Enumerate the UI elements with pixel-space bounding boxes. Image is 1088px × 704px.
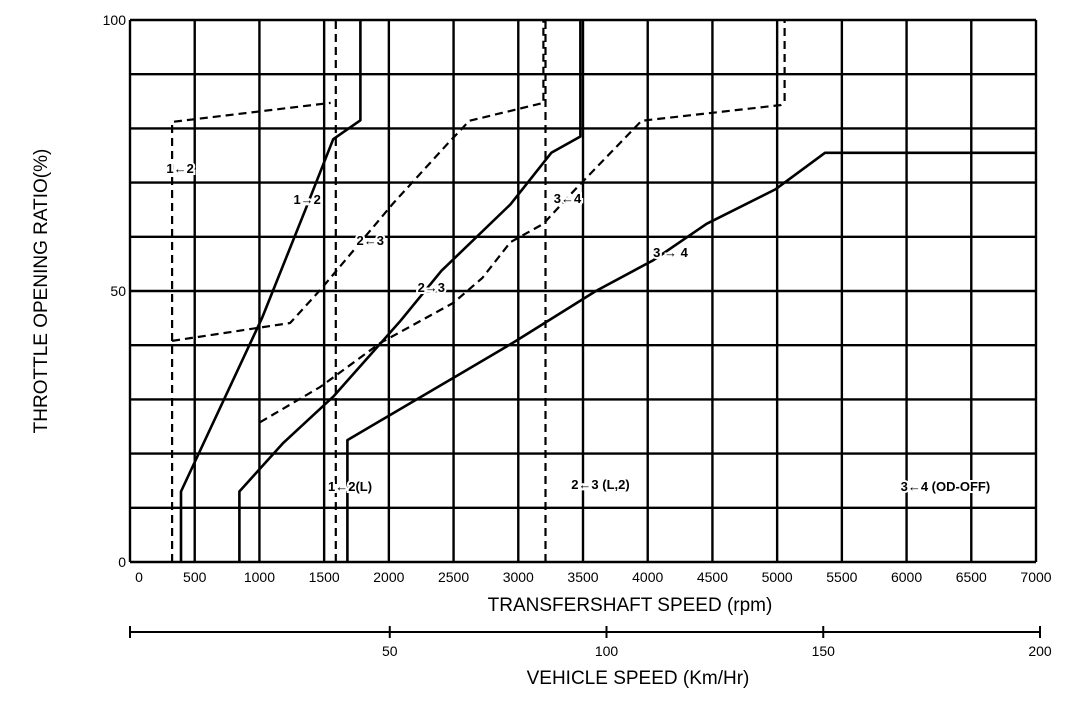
- series-line: [171, 101, 331, 562]
- annotation-label: 3 → 4: [653, 245, 688, 260]
- x-tick-label: 2000: [373, 569, 404, 585]
- x-tick-label: 4500: [697, 569, 728, 585]
- y-tick-label: 100: [103, 12, 127, 28]
- vehicle-speed-tick-label: 50: [382, 643, 398, 659]
- annotation-label: 2←3 (L,2): [571, 477, 630, 492]
- vehicle-speed-tick-label: 100: [595, 643, 619, 659]
- x-tick-label: 0: [135, 569, 143, 585]
- grid: [128, 18, 1038, 564]
- series-line: [346, 151, 1036, 562]
- x-tick-label: 2500: [438, 569, 469, 585]
- vehicle-speed-axis-title: VEHICLE SPEED (Km/Hr): [527, 668, 750, 689]
- x-tick-label: 1000: [244, 569, 275, 585]
- annotation-label: 1←2: [166, 161, 193, 176]
- annotation-label: 2→3: [418, 280, 445, 295]
- series-line: [171, 20, 545, 342]
- x-tick-label: 6000: [891, 569, 922, 585]
- x-tick-label: 6500: [956, 569, 987, 585]
- x-tick-label: 3000: [503, 569, 534, 585]
- annotation-label: 2←3: [356, 233, 383, 248]
- vehicle-speed-axis: 50 100 150 200: [129, 626, 1052, 659]
- series-line: [238, 20, 582, 562]
- series-lines: [171, 20, 1036, 562]
- y-tick-label: 0: [118, 554, 126, 570]
- x-tick-label: 4000: [632, 569, 663, 585]
- x-tick-label: 500: [183, 569, 207, 585]
- x-tick-label: 7000: [1020, 569, 1051, 585]
- y-tick-label: 50: [110, 283, 126, 299]
- y-axis-title: THROTTLE OPENING RATIO(%): [31, 149, 52, 434]
- vehicle-speed-tick-label: 150: [812, 643, 836, 659]
- x-tick-label: 5500: [826, 569, 857, 585]
- x-tick-label: 3500: [567, 569, 598, 585]
- x-axis-title: TRANSFERSHAFT SPEED (rpm): [488, 595, 773, 616]
- annotation-label: 3←4 (OD-OFF): [901, 479, 991, 494]
- series-line: [179, 20, 362, 562]
- x-tick-label: 5000: [762, 569, 793, 585]
- annotation-label: 1→2: [293, 192, 320, 207]
- tick-labels: 0 500 1000 1500 2000 2500 3000 3500 4000 4500 5000…: [103, 12, 1052, 585]
- vehicle-speed-tick-label: 200: [1028, 643, 1052, 659]
- annotation-label: 1←2(L): [328, 479, 372, 494]
- annotation-label: 3←4: [554, 191, 582, 206]
- series-line: [259, 20, 786, 424]
- annotations: 1←2 1→2 2←3 2→3 3←4 3 → 4 1←2(L) 2←3 (L,2) 3←4 (…: [164, 159, 992, 496]
- x-tick-label: 1500: [309, 569, 340, 585]
